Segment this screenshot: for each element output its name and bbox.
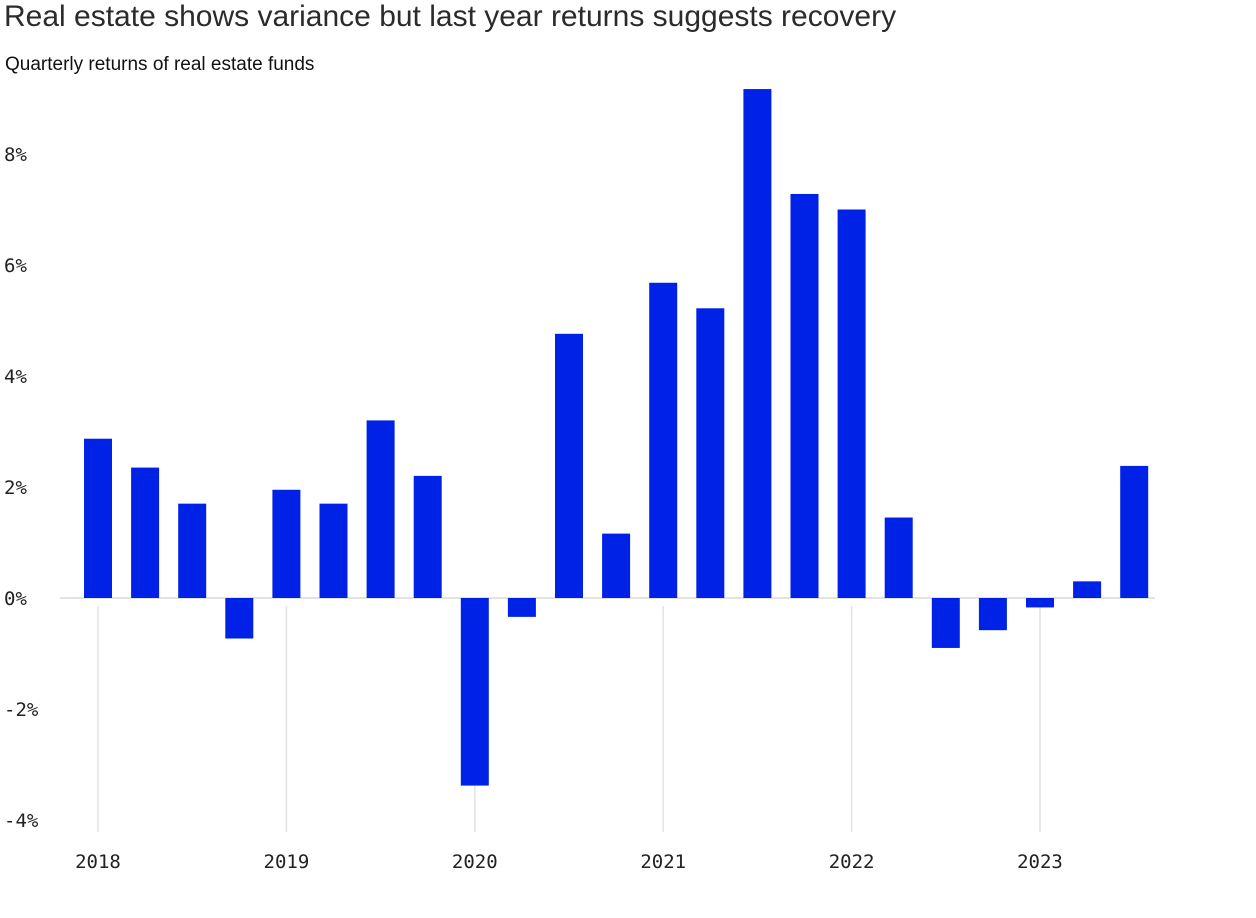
bar-2019Q1 bbox=[272, 489, 301, 598]
bar-2020Q2 bbox=[507, 598, 536, 617]
x-tick-label-2022: 2022 bbox=[829, 851, 875, 873]
bar-2022Q2 bbox=[884, 517, 913, 598]
x-tick-label-2018: 2018 bbox=[75, 851, 121, 873]
x-tick-label-2019: 2019 bbox=[264, 851, 310, 873]
x-axis: 2018 2019 2020 2021 2022 2023 bbox=[75, 851, 1063, 873]
bar-2022Q4 bbox=[978, 598, 1007, 631]
bars-layer bbox=[84, 89, 1149, 786]
bar-2018Q2 bbox=[131, 467, 160, 598]
bar-2021Q3 bbox=[743, 89, 772, 598]
bar-2019Q4 bbox=[413, 475, 442, 598]
y-tick-label: 6% bbox=[4, 255, 27, 277]
bar-2018Q4 bbox=[225, 598, 254, 639]
bar-2023Q1 bbox=[1026, 598, 1054, 608]
bar-2021Q1 bbox=[649, 282, 678, 598]
y-tick-label: 0% bbox=[4, 588, 27, 610]
bar-2020Q3 bbox=[555, 333, 583, 598]
y-axis: 8% 6% 4% 2% 0% -2% -4% bbox=[4, 144, 39, 832]
bar-2018Q3 bbox=[178, 503, 207, 598]
bar-2019Q2 bbox=[319, 503, 348, 598]
x-tick-label-2021: 2021 bbox=[640, 851, 686, 873]
y-tick-label: 8% bbox=[4, 144, 27, 166]
y-tick-label: -4% bbox=[4, 810, 39, 832]
y-tick-label: -2% bbox=[4, 699, 39, 721]
grid-layer bbox=[60, 597, 1155, 832]
bar-2023Q3 bbox=[1120, 465, 1149, 598]
bar-2020Q4 bbox=[602, 533, 631, 598]
x-tick-label-2023: 2023 bbox=[1017, 851, 1063, 873]
bar-2021Q4 bbox=[790, 193, 819, 598]
y-tick-label: 4% bbox=[4, 366, 27, 388]
bar-2020Q1 bbox=[460, 598, 489, 786]
bar-2018Q1 bbox=[84, 438, 112, 598]
bar-2023Q2 bbox=[1073, 581, 1102, 598]
x-tick-label-2020: 2020 bbox=[452, 851, 498, 873]
y-tick-label: 2% bbox=[4, 477, 27, 499]
bar-2022Q1 bbox=[837, 209, 866, 598]
chart-title: Real estate shows variance but last year… bbox=[4, 0, 897, 33]
bar-2022Q3 bbox=[931, 598, 960, 648]
bar-2019Q3 bbox=[366, 420, 395, 598]
bar-2021Q2 bbox=[696, 308, 725, 598]
chart-subtitle: Quarterly returns of real estate funds bbox=[5, 54, 315, 75]
